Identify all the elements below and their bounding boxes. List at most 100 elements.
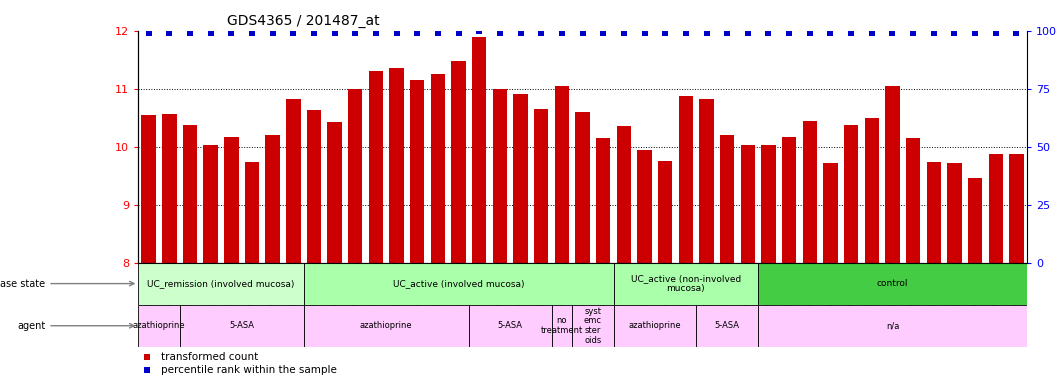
Point bbox=[718, 30, 735, 36]
Bar bbox=[389, 68, 404, 263]
Point bbox=[202, 30, 219, 36]
Text: 5-ASA: 5-ASA bbox=[498, 321, 522, 330]
Bar bbox=[472, 36, 486, 263]
Point bbox=[244, 30, 261, 36]
Point bbox=[760, 30, 777, 36]
Text: percentile rank within the sample: percentile rank within the sample bbox=[161, 366, 336, 376]
Bar bbox=[759, 263, 1027, 305]
Bar bbox=[1009, 154, 1024, 263]
Bar bbox=[947, 163, 962, 263]
Text: azathioprine: azathioprine bbox=[133, 321, 185, 330]
Bar bbox=[679, 96, 693, 263]
Bar bbox=[138, 263, 303, 305]
Bar bbox=[203, 146, 218, 263]
Point bbox=[138, 367, 155, 374]
Bar bbox=[905, 138, 920, 263]
Bar bbox=[303, 305, 469, 347]
Point bbox=[636, 30, 653, 36]
Point bbox=[492, 30, 509, 36]
Point bbox=[678, 30, 695, 36]
Text: UC_remission (involved mucosa): UC_remission (involved mucosa) bbox=[147, 279, 295, 288]
Bar bbox=[782, 137, 796, 263]
Bar bbox=[180, 305, 303, 347]
Point bbox=[884, 30, 901, 36]
Point bbox=[264, 30, 281, 36]
Bar bbox=[614, 263, 759, 305]
Point bbox=[161, 30, 178, 36]
Text: GDS4365 / 201487_at: GDS4365 / 201487_at bbox=[227, 14, 380, 28]
Text: disease state: disease state bbox=[0, 279, 134, 289]
Bar bbox=[988, 154, 1003, 263]
Bar bbox=[451, 61, 466, 263]
Point bbox=[430, 30, 447, 36]
Bar bbox=[844, 124, 859, 263]
Bar bbox=[802, 121, 817, 263]
Text: UC_active (non-involved
mucosa): UC_active (non-involved mucosa) bbox=[631, 274, 741, 293]
Bar bbox=[534, 109, 548, 263]
Bar bbox=[138, 305, 180, 347]
Bar bbox=[596, 138, 611, 263]
Point bbox=[987, 30, 1004, 36]
Point bbox=[595, 30, 612, 36]
Point bbox=[409, 30, 426, 36]
Bar bbox=[225, 137, 238, 263]
Bar bbox=[410, 80, 425, 263]
Bar bbox=[142, 115, 156, 263]
Text: 5-ASA: 5-ASA bbox=[229, 321, 254, 330]
Point bbox=[575, 30, 592, 36]
Point bbox=[326, 30, 343, 36]
Text: n/a: n/a bbox=[885, 321, 899, 330]
Point bbox=[698, 30, 715, 36]
Bar bbox=[431, 74, 445, 263]
Bar bbox=[286, 99, 300, 263]
Point bbox=[285, 30, 302, 36]
Bar bbox=[720, 135, 734, 263]
Bar bbox=[328, 122, 342, 263]
Point bbox=[966, 30, 983, 36]
Text: azathioprine: azathioprine bbox=[629, 321, 681, 330]
Bar bbox=[551, 305, 572, 347]
Bar bbox=[183, 124, 197, 263]
Bar bbox=[572, 305, 614, 347]
Bar bbox=[513, 94, 528, 263]
Point bbox=[347, 30, 364, 36]
Bar bbox=[303, 263, 614, 305]
Bar bbox=[741, 145, 755, 263]
Text: transformed count: transformed count bbox=[161, 352, 257, 362]
Point bbox=[553, 30, 570, 36]
Text: agent: agent bbox=[17, 321, 134, 331]
Point bbox=[305, 30, 322, 36]
Point bbox=[388, 30, 405, 36]
Point bbox=[222, 30, 239, 36]
Bar bbox=[759, 305, 1027, 347]
Bar bbox=[927, 162, 941, 263]
Point bbox=[843, 30, 860, 36]
Point bbox=[138, 354, 155, 360]
Point bbox=[739, 30, 757, 36]
Bar bbox=[614, 305, 696, 347]
Bar bbox=[348, 89, 363, 263]
Point bbox=[533, 30, 550, 36]
Point bbox=[615, 30, 632, 36]
Point bbox=[470, 28, 487, 34]
Bar bbox=[617, 126, 631, 263]
Bar bbox=[885, 86, 900, 263]
Point bbox=[863, 30, 880, 36]
Text: control: control bbox=[877, 279, 909, 288]
Point bbox=[926, 30, 943, 36]
Point bbox=[946, 30, 963, 36]
Bar bbox=[761, 145, 776, 263]
Bar bbox=[162, 114, 177, 263]
Point bbox=[450, 30, 467, 36]
Point bbox=[781, 30, 798, 36]
Bar bbox=[265, 135, 280, 263]
Bar bbox=[576, 112, 589, 263]
Text: azathioprine: azathioprine bbox=[360, 321, 413, 330]
Point bbox=[904, 30, 921, 36]
Point bbox=[182, 30, 199, 36]
Point bbox=[656, 30, 674, 36]
Bar bbox=[968, 179, 982, 263]
Bar bbox=[469, 305, 551, 347]
Point bbox=[140, 30, 157, 36]
Bar bbox=[245, 162, 260, 263]
